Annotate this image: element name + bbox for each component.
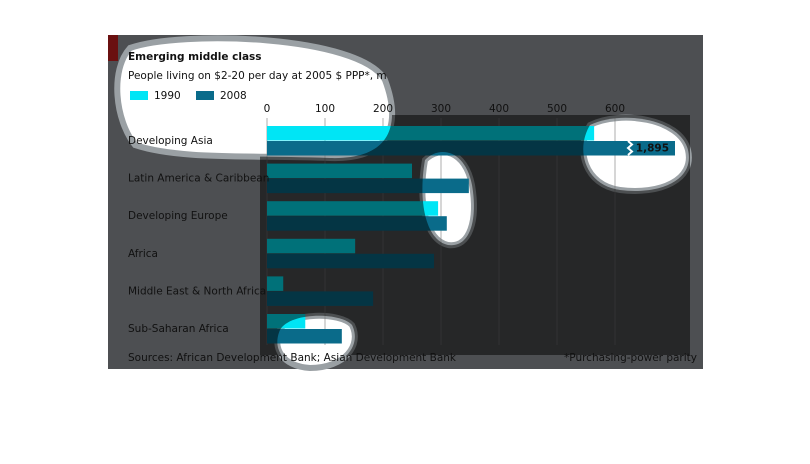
legend-label: 2008	[220, 90, 247, 102]
legend-swatch	[196, 91, 214, 100]
y-tick-label: Developing Europe	[128, 210, 228, 222]
source: Sources: African Development Bank; Asian…	[128, 352, 457, 364]
x-tick-label: 0	[264, 103, 271, 115]
x-tick-label: 600	[605, 103, 625, 115]
accent	[108, 35, 118, 61]
y-tick-label: Sub-Saharan Africa	[128, 323, 229, 335]
x-tick-label: 500	[547, 103, 567, 115]
axis-break	[626, 140, 634, 156]
y-tick-label: Developing Asia	[128, 135, 213, 147]
value-label: 1,895	[636, 143, 669, 155]
subtitle: People living on $2-20 per day at 2005 $…	[128, 70, 387, 82]
x-tick-label: 100	[315, 103, 335, 115]
legend-swatch	[130, 91, 148, 100]
dim-overlay	[260, 115, 690, 355]
x-tick-label: 200	[373, 103, 393, 115]
legend-label: 1990	[154, 90, 181, 102]
y-tick-label: Middle East & North Africa	[128, 285, 266, 297]
y-tick-label: Latin America & Caribbean	[128, 173, 269, 185]
x-tick-label: 300	[431, 103, 451, 115]
footnote: *Purchasing-power parity	[564, 352, 697, 364]
x-tick-label: 400	[489, 103, 509, 115]
chart-title: Emerging middle class	[128, 51, 262, 63]
y-tick-label: Africa	[128, 248, 158, 260]
